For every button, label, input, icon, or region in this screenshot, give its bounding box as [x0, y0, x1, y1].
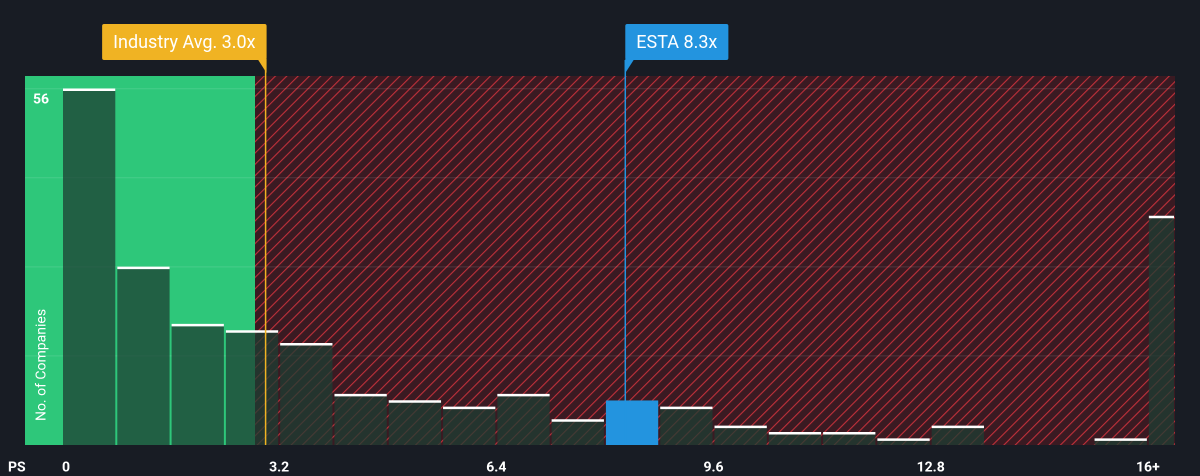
bar: [1148, 215, 1174, 445]
bar: [280, 343, 333, 445]
bar: [334, 394, 387, 445]
above-average-zone: [255, 76, 1175, 445]
bar: [171, 324, 224, 445]
bar: [1094, 438, 1147, 445]
bar: [877, 438, 930, 445]
bar: [714, 425, 767, 445]
x-tick-label: 0: [62, 460, 70, 476]
annotation-text: Industry Avg. 3.0x: [113, 32, 256, 53]
x-tick-label: 16+: [1136, 460, 1160, 476]
bar: [63, 88, 116, 446]
annotation-text: ESTA 8.3x: [636, 32, 717, 53]
y-tick-label: 56: [33, 91, 49, 107]
bar: [931, 425, 984, 445]
x-tick-label: 3.2: [269, 460, 289, 476]
annotation-pointer: [257, 59, 267, 73]
annotation-pointer: [625, 59, 635, 73]
x-axis-label: PS: [8, 460, 26, 476]
x-tick-label: 6.4: [486, 460, 506, 476]
bar: [605, 400, 659, 445]
bar: [388, 400, 442, 445]
x-tick-label: 12.8: [917, 460, 945, 476]
y-axis-label: No. of Companies: [34, 309, 50, 421]
annotation: Industry Avg. 3.0x: [102, 24, 267, 73]
x-tick-label: 9.6: [703, 460, 723, 476]
annotation: ESTA 8.3x: [625, 24, 729, 73]
bar: [497, 394, 550, 445]
bar: [225, 330, 279, 445]
bar: [660, 406, 713, 445]
bar: [551, 419, 604, 445]
annotation-box: [102, 24, 267, 60]
bar: [443, 406, 496, 445]
bar: [768, 432, 822, 445]
annotation-box: [625, 24, 729, 60]
bar: [823, 432, 876, 445]
bar: [117, 266, 170, 445]
